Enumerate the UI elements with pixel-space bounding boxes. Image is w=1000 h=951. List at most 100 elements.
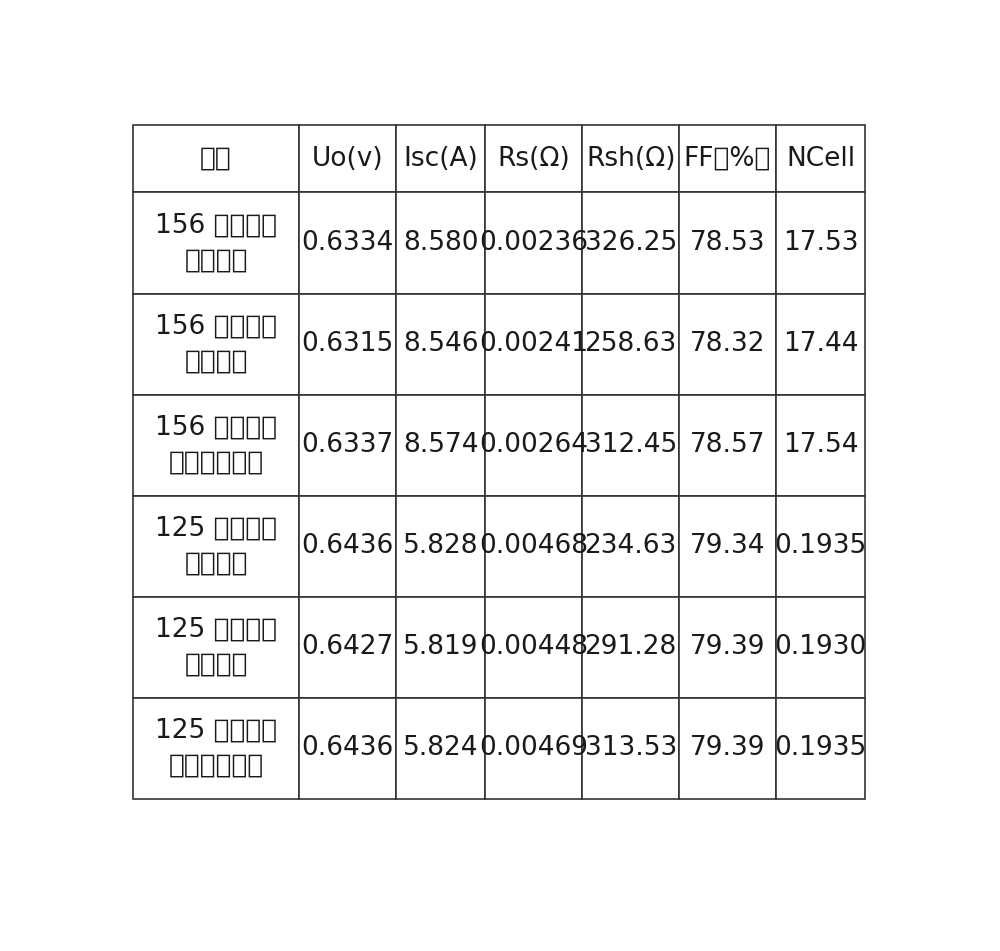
- Text: 0.6315: 0.6315: [302, 331, 394, 357]
- Bar: [396, 126, 485, 192]
- Text: 镀膜电池: 镀膜电池: [184, 651, 248, 678]
- Text: 镀膜电池: 镀膜电池: [184, 247, 248, 274]
- Text: 78.57: 78.57: [690, 432, 765, 458]
- Text: 0.00468: 0.00468: [479, 534, 588, 559]
- Bar: [679, 596, 776, 698]
- Text: 5.828: 5.828: [403, 534, 479, 559]
- Text: 258.63: 258.63: [585, 331, 677, 357]
- Bar: [396, 596, 485, 698]
- Text: 5.819: 5.819: [403, 634, 479, 660]
- Bar: [679, 395, 776, 495]
- Bar: [299, 495, 396, 596]
- Text: 79.39: 79.39: [690, 634, 765, 660]
- Text: 0.00469: 0.00469: [479, 735, 588, 761]
- Bar: [299, 596, 396, 698]
- Bar: [485, 126, 582, 192]
- Bar: [776, 395, 865, 495]
- Bar: [776, 126, 865, 192]
- Text: FF（%）: FF（%）: [684, 146, 771, 172]
- Bar: [133, 395, 299, 495]
- Bar: [582, 126, 679, 192]
- Text: 312.45: 312.45: [585, 432, 677, 458]
- Bar: [776, 596, 865, 698]
- Text: 156 多晶常规: 156 多晶常规: [155, 415, 277, 440]
- Text: 156 多晶双层: 156 多晶双层: [155, 314, 277, 340]
- Text: Rsh(Ω): Rsh(Ω): [586, 146, 675, 172]
- Bar: [582, 192, 679, 294]
- Bar: [133, 294, 299, 395]
- Text: 0.1930: 0.1930: [774, 634, 867, 660]
- Bar: [485, 192, 582, 294]
- Bar: [679, 495, 776, 596]
- Bar: [582, 294, 679, 395]
- Text: 0.00264: 0.00264: [479, 432, 588, 458]
- Text: NCell: NCell: [786, 146, 855, 172]
- Text: 0.6436: 0.6436: [302, 735, 394, 761]
- Text: 234.63: 234.63: [585, 534, 677, 559]
- Text: Isc(A): Isc(A): [403, 146, 478, 172]
- Bar: [582, 495, 679, 596]
- Text: 125 单晶三层: 125 单晶三层: [155, 515, 277, 541]
- Text: 单层镀膜电池: 单层镀膜电池: [168, 450, 264, 476]
- Text: 326.25: 326.25: [585, 230, 677, 256]
- Text: 单层镀膜电池: 单层镀膜电池: [168, 753, 264, 779]
- Text: 125 单晶常规: 125 单晶常规: [155, 718, 277, 744]
- Bar: [396, 192, 485, 294]
- Text: 0.1935: 0.1935: [774, 735, 867, 761]
- Text: 0.6337: 0.6337: [302, 432, 394, 458]
- Bar: [299, 294, 396, 395]
- Text: 17.53: 17.53: [783, 230, 858, 256]
- Text: 291.28: 291.28: [585, 634, 677, 660]
- Bar: [582, 698, 679, 799]
- Text: 0.6436: 0.6436: [302, 534, 394, 559]
- Bar: [133, 495, 299, 596]
- Bar: [485, 495, 582, 596]
- Text: 125 单晶双层: 125 单晶双层: [155, 616, 277, 643]
- Bar: [485, 698, 582, 799]
- Text: 8.574: 8.574: [403, 432, 479, 458]
- Text: Uo(v): Uo(v): [312, 146, 384, 172]
- Text: 镀膜电池: 镀膜电池: [184, 551, 248, 576]
- Bar: [485, 395, 582, 495]
- Bar: [299, 698, 396, 799]
- Text: 17.44: 17.44: [783, 331, 858, 357]
- Text: 78.32: 78.32: [690, 331, 765, 357]
- Bar: [776, 698, 865, 799]
- Text: 156 多晶三层: 156 多晶三层: [155, 212, 277, 239]
- Text: 79.39: 79.39: [690, 735, 765, 761]
- Text: 类型: 类型: [200, 146, 232, 172]
- Bar: [396, 395, 485, 495]
- Bar: [133, 596, 299, 698]
- Bar: [776, 495, 865, 596]
- Text: 17.54: 17.54: [783, 432, 858, 458]
- Text: 8.546: 8.546: [403, 331, 479, 357]
- Text: 0.00236: 0.00236: [479, 230, 588, 256]
- Bar: [679, 126, 776, 192]
- Text: 0.00241: 0.00241: [479, 331, 588, 357]
- Text: Rs(Ω): Rs(Ω): [497, 146, 570, 172]
- Bar: [299, 126, 396, 192]
- Bar: [396, 495, 485, 596]
- Bar: [679, 698, 776, 799]
- Bar: [299, 192, 396, 294]
- Bar: [582, 596, 679, 698]
- Bar: [396, 294, 485, 395]
- Bar: [299, 395, 396, 495]
- Text: 0.6427: 0.6427: [302, 634, 394, 660]
- Text: 5.824: 5.824: [403, 735, 479, 761]
- Text: 0.1935: 0.1935: [774, 534, 867, 559]
- Text: 镀膜电池: 镀膜电池: [184, 349, 248, 375]
- Bar: [485, 294, 582, 395]
- Text: 8.580: 8.580: [403, 230, 479, 256]
- Bar: [776, 192, 865, 294]
- Bar: [133, 698, 299, 799]
- Text: 0.00448: 0.00448: [479, 634, 588, 660]
- Text: 313.53: 313.53: [585, 735, 677, 761]
- Bar: [396, 698, 485, 799]
- Bar: [485, 596, 582, 698]
- Text: 0.6334: 0.6334: [302, 230, 394, 256]
- Text: 79.34: 79.34: [690, 534, 765, 559]
- Bar: [582, 395, 679, 495]
- Bar: [776, 294, 865, 395]
- Bar: [679, 294, 776, 395]
